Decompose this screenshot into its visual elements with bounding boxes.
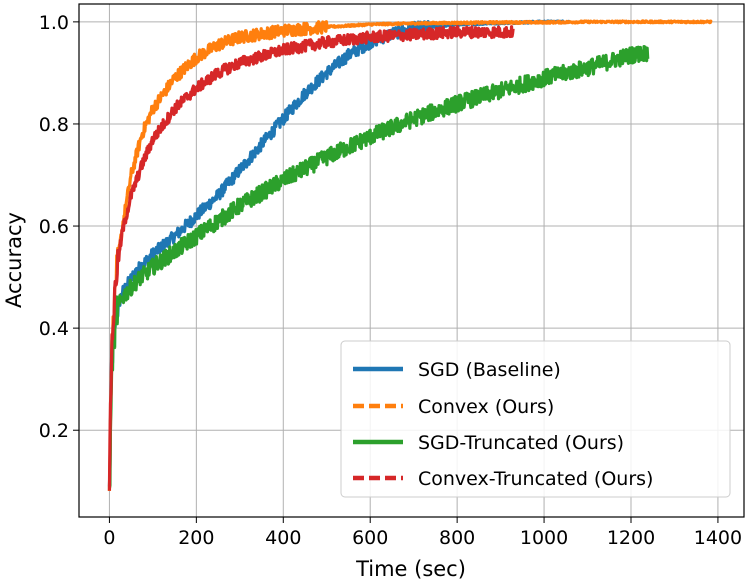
x-tick-label: 1000: [520, 527, 568, 549]
y-tick-label: 0.8: [39, 114, 69, 136]
x-tick-label: 0: [103, 527, 115, 549]
y-tick-label: 0.2: [39, 420, 69, 442]
series-lines: [107, 19, 713, 492]
y-tick-label: 0.6: [39, 216, 69, 238]
x-tick-label: 1200: [607, 527, 655, 549]
x-tick-label: 1400: [694, 527, 742, 549]
axis-ticks: 0 200 400 600 800 1000 1200 1400 0.2 0.4 0.6 0.8 1.0: [39, 12, 742, 549]
x-tick-label: 200: [178, 527, 214, 549]
series-line: [107, 19, 713, 492]
legend-label: SGD (Baseline): [418, 359, 561, 381]
series-line: [107, 25, 515, 491]
plot-frame: [78, 3, 745, 518]
legend-label: Convex-Truncated (Ours): [418, 468, 653, 490]
x-tick-label: 800: [439, 527, 475, 549]
y-axis-label: Accuracy: [2, 212, 26, 308]
legend-label: Convex (Ours): [418, 396, 554, 418]
legend-box: [340, 340, 731, 498]
legend-label: SGD-Truncated (Ours): [418, 432, 624, 454]
y-tick-label: 0.4: [39, 318, 69, 340]
x-tick-label: 600: [352, 527, 388, 549]
legend: SGD (Baseline) Convex (Ours) SGD-Truncated…: [340, 340, 731, 498]
x-tick-label: 400: [265, 527, 301, 549]
series-line: [107, 44, 650, 489]
y-tick-label: 1.0: [39, 12, 69, 34]
x-axis-label: Time (sec): [355, 557, 466, 581]
grid: [79, 4, 744, 517]
